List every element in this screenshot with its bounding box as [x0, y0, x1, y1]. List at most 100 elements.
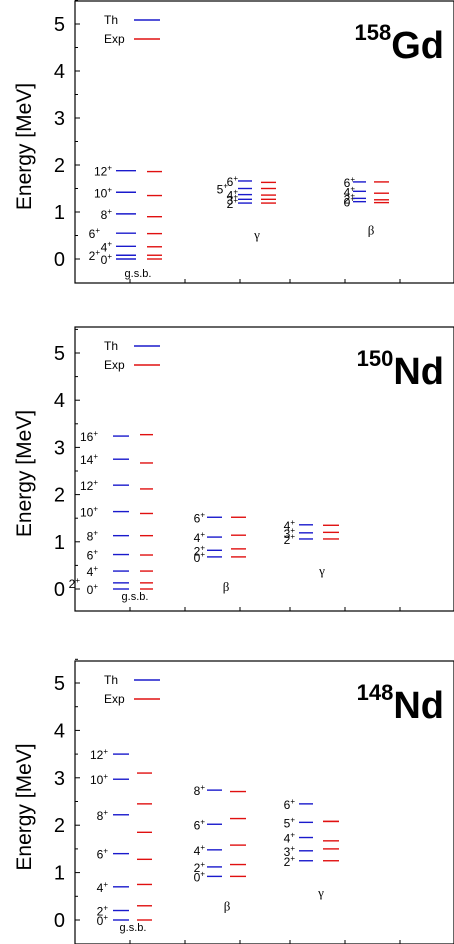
spin-label: 6+ — [344, 175, 356, 190]
band-name: γ — [317, 885, 324, 900]
spin-label: 6+ — [87, 548, 99, 563]
parity: + — [103, 880, 108, 889]
parity: + — [290, 815, 295, 824]
parity: + — [200, 817, 205, 826]
nucleus-label: 158Gd — [355, 20, 445, 67]
spin-value: 8 — [194, 784, 201, 798]
spin-label: 16+ — [80, 429, 98, 444]
spin-label: 14+ — [80, 452, 98, 467]
band-beta: 0+2+4+6+8+β — [194, 783, 246, 913]
spin-label: 6+ — [227, 174, 239, 189]
spin-value: 2 — [194, 544, 201, 558]
spin-value: 4 — [97, 881, 104, 895]
spin-value: 6 — [344, 176, 351, 190]
nucleus-label: 148Nd — [357, 680, 444, 727]
y-tick-label: 1 — [54, 202, 65, 224]
y-tick-label: 2 — [54, 815, 65, 837]
spin-label: 4+ — [101, 239, 113, 254]
legend: Th Exp — [104, 339, 160, 372]
spin-label: 6+ — [194, 510, 206, 525]
parity: + — [93, 548, 98, 557]
band-gamma: 2+3+4+γ — [284, 518, 339, 578]
y-axis: 0 1 2 3 4 5 — [54, 0, 80, 271]
spin-label: 6+ — [89, 226, 101, 241]
spin-label: 2+ — [97, 904, 109, 919]
y-axis-label: Energy [MeV] — [13, 743, 36, 870]
spin-value: 2 — [194, 861, 201, 875]
band-name: β — [368, 223, 375, 238]
spin-label: 6+ — [284, 797, 296, 812]
spin-label: 8+ — [101, 207, 113, 222]
parity: + — [200, 510, 205, 519]
parity: + — [93, 478, 98, 487]
y-axis-label: Energy [MeV] — [13, 83, 36, 210]
spin-value: 3 — [284, 527, 291, 541]
y-axis: 0 1 2 3 4 5 — [54, 658, 80, 932]
spin-value: 8 — [101, 208, 108, 222]
parity: + — [93, 529, 98, 538]
parity: + — [93, 564, 98, 573]
parity: + — [290, 526, 295, 535]
band-gamma: 2+3+4+5+6+γ — [217, 174, 276, 242]
parity: + — [95, 226, 100, 235]
parity: + — [290, 797, 295, 806]
legend-label-th: Th — [104, 13, 118, 27]
parity: + — [350, 184, 355, 193]
parity: + — [223, 182, 228, 191]
spin-label: 4+ — [344, 184, 356, 199]
spin-label: 3+ — [284, 526, 296, 541]
spin-value: 4 — [87, 565, 94, 579]
spin-value: 10 — [90, 773, 104, 787]
parity: + — [107, 239, 112, 248]
spin-value: 6 — [194, 511, 201, 525]
parity: + — [107, 185, 112, 194]
y-axis: 0 1 2 3 4 5 — [54, 328, 80, 601]
band-name: g.s.b. — [122, 591, 149, 603]
parity: + — [290, 518, 295, 527]
spin-label: 10+ — [80, 505, 98, 520]
parity: + — [200, 530, 205, 539]
y-tick-label: 3 — [54, 437, 65, 459]
spin-value: 3 — [227, 193, 234, 207]
spin-value: 8 — [87, 530, 94, 544]
spin-value: 10 — [94, 186, 108, 200]
spin-value: 12 — [90, 748, 104, 762]
y-tick-label: 5 — [54, 343, 65, 365]
spin-value: 0 — [101, 253, 108, 267]
parity: + — [93, 452, 98, 461]
spin-label: 3+ — [227, 192, 239, 207]
legend-label-exp: Exp — [104, 692, 125, 706]
spin-label: 0+ — [101, 252, 113, 267]
parity: + — [93, 505, 98, 514]
y-tick-label: 0 — [54, 910, 65, 932]
spin-label: 2+ — [89, 248, 101, 263]
spin-label: 6+ — [194, 817, 206, 832]
spin-value: 2 — [284, 533, 291, 547]
legend-label-th: Th — [104, 339, 118, 353]
parity: + — [233, 196, 238, 205]
parity: + — [93, 429, 98, 438]
spin-value: 4 — [227, 189, 234, 203]
parity: + — [107, 252, 112, 261]
parity: + — [103, 847, 108, 856]
parity: + — [233, 174, 238, 183]
legend-label-exp: Exp — [104, 358, 125, 372]
spin-value: 2 — [97, 905, 104, 919]
spin-value: 16 — [80, 430, 94, 444]
spin-label: 4+ — [227, 188, 239, 203]
spin-label: 2+ — [69, 576, 81, 591]
band-name: β — [223, 579, 230, 594]
band-gsb: 0+2+4+6+8+10+12+14+16+g.s.b. — [69, 429, 153, 603]
y-tick-label: 3 — [54, 108, 65, 130]
band-gsb: 0+2+4+6+8+10+12+g.s.b. — [89, 164, 162, 280]
parity: + — [350, 195, 355, 204]
parity: + — [93, 582, 98, 591]
spin-value: 0 — [97, 914, 104, 928]
y-tick-label: 5 — [54, 14, 65, 36]
spin-value: 2 — [284, 855, 291, 869]
spin-label: 12+ — [90, 747, 108, 762]
